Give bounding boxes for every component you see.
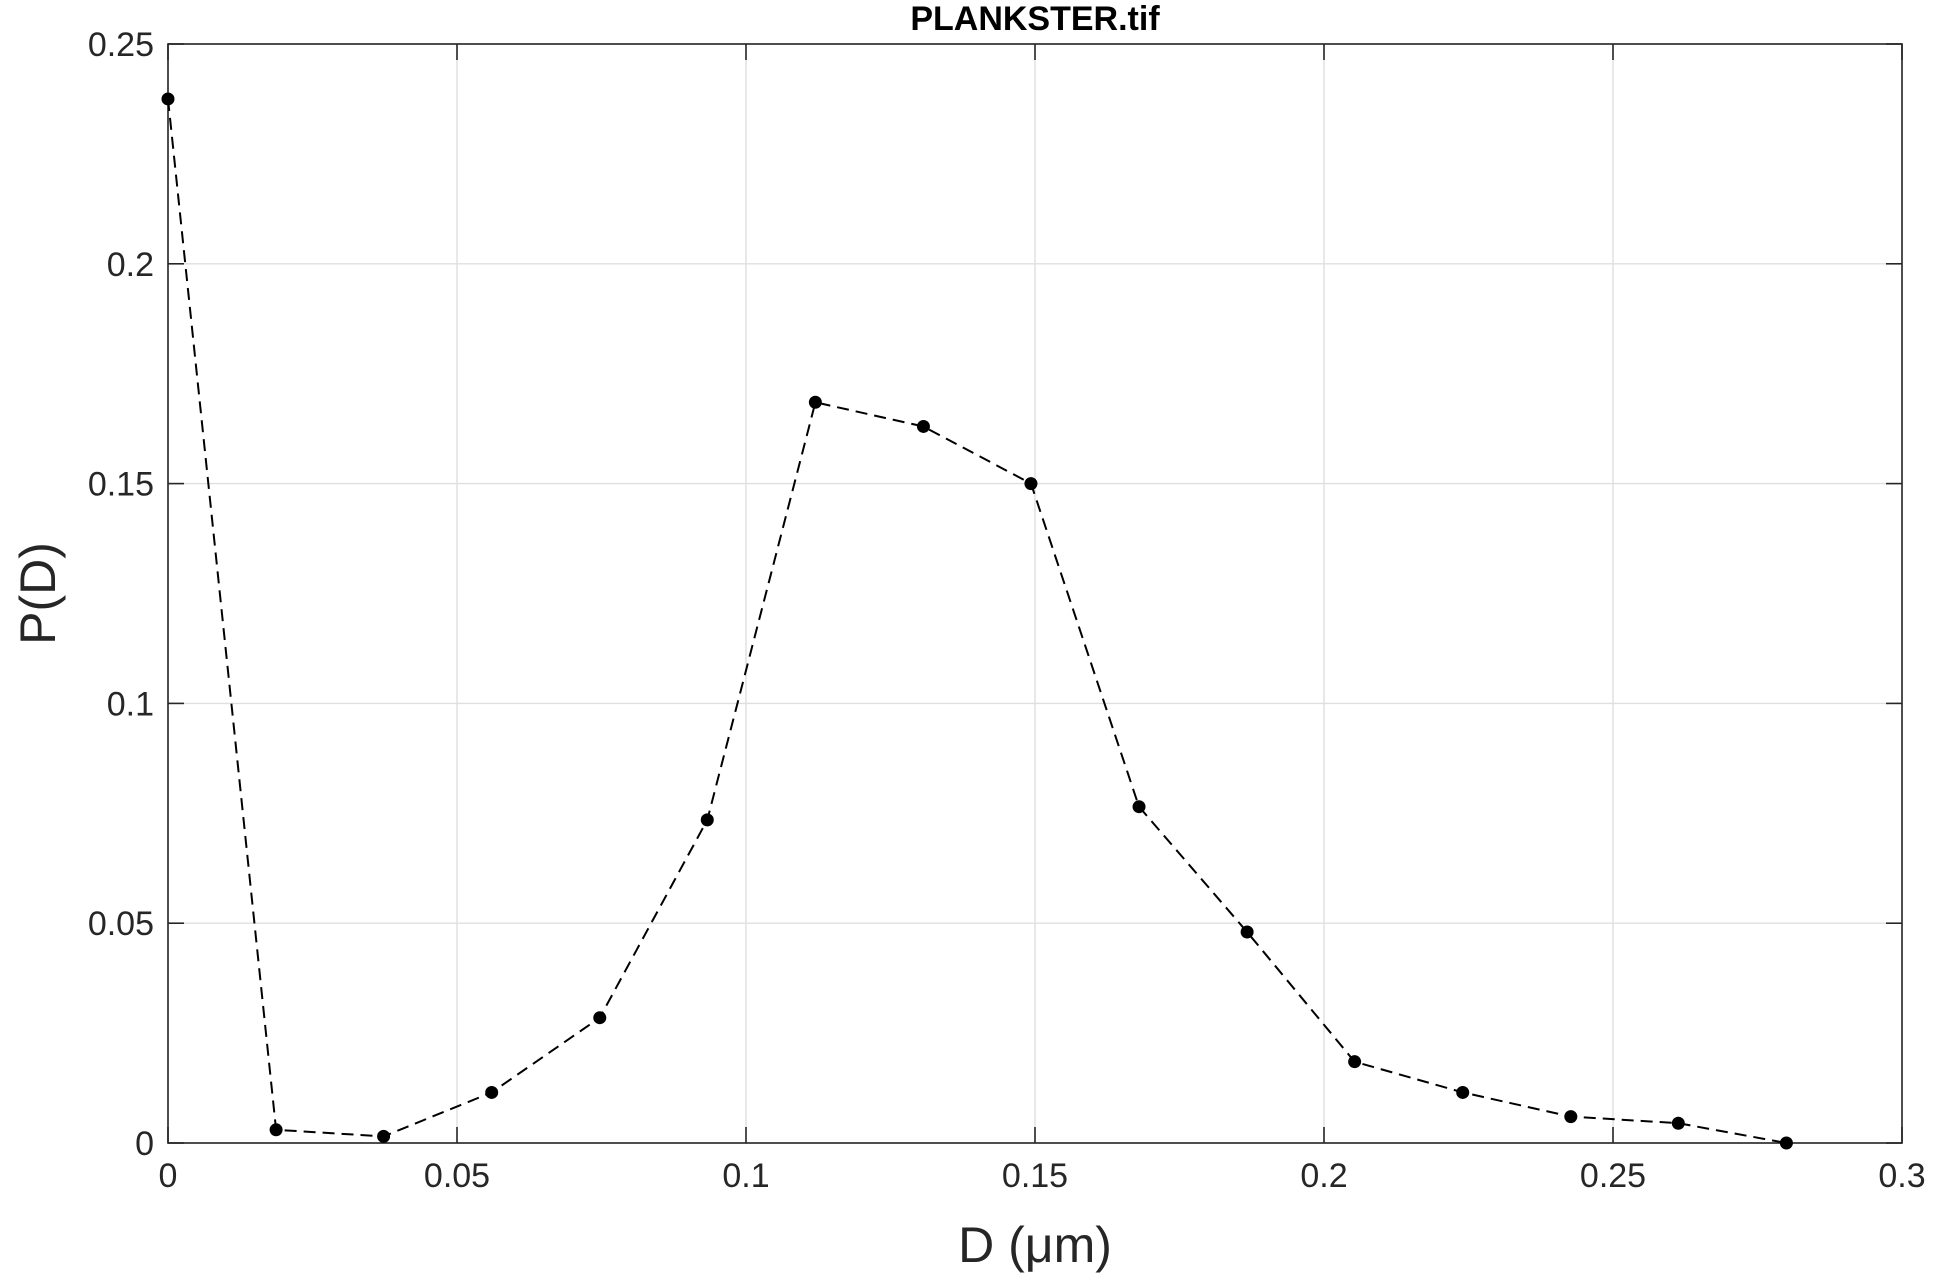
data-point [1240,925,1254,939]
data-point [1132,800,1146,814]
x-tick-label: 0.05 [424,1157,490,1195]
data-point [1348,1055,1362,1069]
x-axis-title: D (μm) [958,1217,1112,1273]
data-point [269,1123,283,1137]
data-point [377,1129,391,1143]
chart-title: PLANKSTER.tif [910,0,1160,38]
y-tick-label: 0.2 [107,246,154,284]
x-tick-label: 0 [159,1157,178,1195]
y-tick-label: 0.1 [107,685,154,723]
x-tick-labels: 0 0.05 0.1 0.15 0.2 0.25 0.3 [159,1157,1926,1195]
data-point [1671,1116,1685,1130]
data-point [916,419,930,433]
y-tick-label: 0.25 [88,26,154,64]
data-point [485,1085,499,1099]
y-tick-label: 0 [135,1125,154,1163]
x-tick-label: 0.15 [1002,1157,1068,1195]
data-point [808,395,822,409]
x-tick-label: 0.1 [722,1157,769,1195]
data-point [1024,477,1038,491]
grid [167,43,1903,1144]
data-point [593,1011,607,1025]
y-tick-labels: 0 0.05 0.1 0.15 0.2 0.25 [88,26,154,1163]
x-tick-label: 0.3 [1878,1157,1925,1195]
data-point [700,813,714,827]
data-point [1779,1136,1793,1150]
y-axis-title: P(D) [10,542,66,645]
x-tick-label: 0.2 [1300,1157,1347,1195]
data-point [1564,1110,1578,1124]
data-point [161,92,175,106]
series-line [167,98,1787,1144]
axis-ticks [167,43,1903,1144]
series-markers [161,92,1793,1150]
y-tick-label: 0.15 [88,466,154,504]
data-point [1456,1085,1470,1099]
y-tick-label: 0.05 [88,905,154,943]
x-tick-label: 0.25 [1580,1157,1646,1195]
